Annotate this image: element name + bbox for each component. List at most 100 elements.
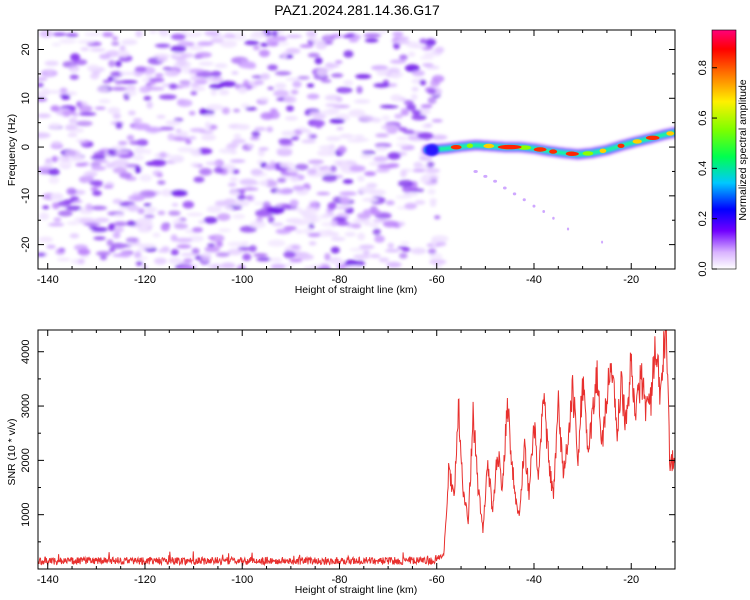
noise-blob: [92, 190, 102, 196]
noise-blob: [135, 30, 143, 38]
noise-blob: [313, 164, 321, 168]
noise-blob: [60, 94, 71, 100]
noise-blob: [231, 138, 246, 144]
noise-blob: [306, 93, 320, 100]
noise-blob: [90, 186, 98, 191]
noise-blob: [276, 42, 290, 46]
noise-blob: [245, 195, 254, 200]
noise-blob: [278, 138, 293, 145]
noise-blob: [374, 235, 385, 243]
noise-blob: [403, 192, 419, 197]
noise-blob: [349, 247, 367, 252]
noise-blob: [353, 254, 371, 260]
noise-blob: [363, 249, 370, 256]
noise-blob: [267, 64, 278, 71]
noise-blob: [139, 86, 151, 94]
noise-blob: [61, 110, 77, 116]
noise-blob: [283, 95, 297, 104]
noise-blob: [269, 257, 283, 263]
noise-blob: [297, 254, 314, 261]
noise-blob: [176, 244, 192, 249]
noise-blob: [316, 191, 331, 196]
ridge-start-blob: [424, 143, 439, 156]
noise-blob: [124, 164, 140, 168]
ridge-trail-dot: [502, 186, 507, 190]
noise-blob: [411, 109, 422, 116]
noise-blob: [75, 120, 93, 127]
noise-blob: [51, 141, 62, 147]
noise-blob: [41, 87, 50, 95]
noise-blob: [230, 159, 246, 163]
noise-blob: [188, 111, 196, 116]
noise-blob: [256, 257, 272, 262]
noise-blob: [306, 30, 317, 38]
noise-blob: [38, 236, 54, 243]
noise-blob: [77, 39, 95, 44]
noise-blob: [226, 248, 243, 256]
spectrogram-x-tick-label: -40: [526, 274, 542, 286]
snr-x-tick-label: -80: [332, 574, 348, 586]
noise-blob: [257, 149, 265, 157]
noise-blob: [156, 115, 166, 119]
noise-blob: [290, 176, 300, 183]
noise-blob: [281, 52, 288, 59]
spectrogram-y-tick-label: 0: [20, 144, 32, 150]
noise-blob: [50, 105, 60, 112]
noise-blob: [434, 215, 441, 220]
noise-blob: [190, 85, 206, 92]
noise-blob: [168, 210, 181, 216]
noise-blob: [403, 129, 415, 135]
noise-blob: [362, 197, 379, 202]
ridge-hotspot: [645, 135, 660, 140]
noise-blob: [325, 103, 340, 107]
noise-blob: [374, 143, 392, 148]
noise-blob: [270, 263, 286, 269]
noise-blob: [90, 205, 108, 211]
noise-blob: [150, 159, 167, 167]
noise-blob: [93, 151, 109, 158]
noise-blob: [70, 53, 81, 62]
noise-blob: [215, 252, 230, 257]
noise-blob: [370, 209, 381, 216]
noise-blob: [389, 71, 399, 78]
noise-blob: [356, 86, 363, 94]
noise-blob: [70, 67, 80, 72]
noise-blob: [112, 36, 119, 41]
noise-blob: [199, 108, 207, 115]
noise-blob: [342, 179, 354, 184]
noise-blob: [192, 227, 203, 233]
noise-blob: [55, 248, 65, 255]
noise-blob: [213, 166, 224, 174]
noise-blob: [303, 227, 312, 235]
noise-blob: [157, 56, 168, 62]
noise-blob: [85, 203, 93, 211]
noise-blob: [107, 148, 119, 157]
noise-blob: [80, 47, 90, 52]
noise-blob: [327, 108, 341, 113]
noise-blob: [127, 110, 136, 116]
noise-blob: [289, 199, 299, 207]
noise-blob: [119, 71, 136, 76]
noise-blob: [80, 255, 90, 259]
noise-blob: [170, 189, 188, 197]
noise-blob: [330, 165, 337, 173]
noise-blob: [253, 201, 264, 206]
noise-blob: [295, 229, 304, 234]
noise-blob: [334, 60, 343, 64]
noise-blob: [148, 78, 165, 82]
noise-blob: [242, 79, 250, 88]
noise-blob: [390, 94, 403, 102]
noise-blob: [424, 123, 433, 127]
noise-blob: [264, 179, 278, 188]
noise-blob: [117, 206, 130, 212]
noise-blob: [399, 54, 408, 61]
noise-blob: [307, 168, 317, 175]
noise-blob: [157, 180, 166, 185]
noise-blob: [149, 30, 158, 34]
noise-blob: [237, 86, 248, 94]
noise-blob: [353, 218, 364, 224]
noise-blob: [168, 83, 178, 90]
noise-blob: [299, 44, 314, 48]
noise-blob: [188, 136, 197, 140]
noise-blob: [75, 162, 87, 167]
